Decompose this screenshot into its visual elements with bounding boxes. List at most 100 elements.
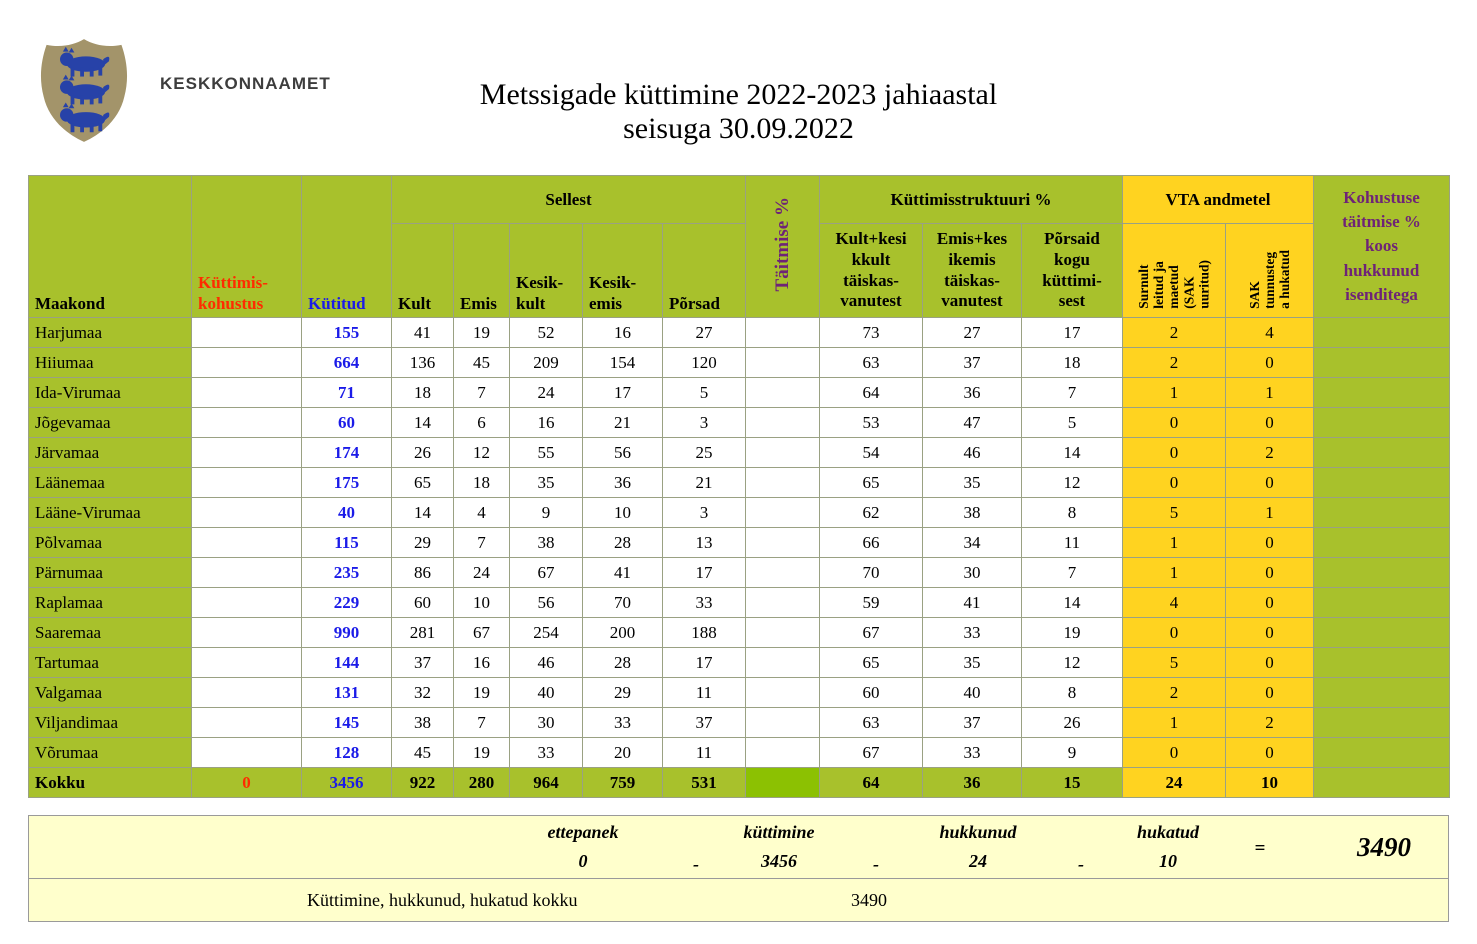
cell-kohustus (191, 677, 302, 708)
cell-kohustuse (1313, 347, 1450, 378)
cell-sak: 0 (1225, 587, 1314, 618)
cell-emis: 7 (453, 377, 510, 408)
cell-kult-pct: 73 (819, 317, 923, 348)
kuttimine-value: 3456 (760, 851, 797, 871)
cell-kohustus: 0 (191, 767, 302, 798)
cell-sak: 2 (1225, 707, 1314, 738)
summary-kuttimine: küttimine 3456 (743, 816, 814, 870)
cell-kesikemis: 17 (582, 377, 663, 408)
cell-taitmise (745, 377, 820, 408)
cell-sak: 4 (1225, 317, 1314, 348)
header-kutitud: Kütitud (301, 175, 392, 318)
cell-emis-pct: 34 (922, 527, 1022, 558)
cell-taitmise (745, 707, 820, 738)
title-line2: seisuga 30.09.2022 (623, 111, 854, 145)
cell-emis-pct: 37 (922, 347, 1022, 378)
table-body: Harjumaa 155 41 19 52 16 27 73 27 17 2 4 Hiiumaa 664 1… (28, 317, 1450, 798)
cell-surnult: 5 (1122, 647, 1226, 678)
table-row: Valgamaa 131 32 19 40 29 11 60 40 8 2 0 (28, 677, 1450, 708)
cell-porsad: 37 (662, 707, 746, 738)
cell-sak: 1 (1225, 497, 1314, 528)
hukatud-value: 10 (1158, 851, 1177, 871)
cell-kesikemis: 200 (582, 617, 663, 648)
table-row: Lääne-Virumaa 40 14 4 9 10 3 62 38 8 5 1 (28, 497, 1450, 528)
cell-porsad: 13 (662, 527, 746, 558)
cell-porsaid-pct: 17 (1021, 317, 1123, 348)
cell-emis: 24 (453, 557, 510, 588)
table-row: Harjumaa 155 41 19 52 16 27 73 27 17 2 4 (28, 317, 1450, 348)
cell-taitmise (745, 647, 820, 678)
cell-kult-pct: 67 (819, 617, 923, 648)
cell-kohustuse (1313, 767, 1450, 798)
header-kuttimiskohustus: Küttimis- kohustus (191, 175, 302, 318)
cell-kesikkult: 16 (509, 407, 583, 438)
cell-kohustus (191, 527, 302, 558)
cell-porsad: 531 (662, 767, 746, 798)
cell-kesikkult: 56 (509, 587, 583, 618)
cell-kohustus (191, 497, 302, 528)
cell-name: Tartumaa (28, 647, 192, 678)
cell-sak: 0 (1225, 407, 1314, 438)
page-header: KESKKONNAAMET Metssigade küttimine 2022-… (0, 0, 1477, 172)
cell-porsad: 11 (662, 737, 746, 768)
cell-kohustus (191, 737, 302, 768)
cell-name: Viljandimaa (28, 707, 192, 738)
cell-kult: 29 (391, 527, 454, 558)
table-total-row: Kokku 0 3456 922 280 964 759 531 64 36 15 24 10 (28, 767, 1450, 798)
cell-emis: 6 (453, 407, 510, 438)
cell-sak: 0 (1225, 647, 1314, 678)
cell-kohustuse (1313, 497, 1450, 528)
cell-name: Ida-Virumaa (28, 377, 192, 408)
cell-porsad: 33 (662, 587, 746, 618)
cell-porsad: 188 (662, 617, 746, 648)
cell-kult-pct: 54 (819, 437, 923, 468)
cell-porsaid-pct: 26 (1021, 707, 1123, 738)
cell-name: Jõgevamaa (28, 407, 192, 438)
cell-kesikemis: 16 (582, 317, 663, 348)
cell-kohustuse (1313, 707, 1450, 738)
header-sak-hukatud-label: SAK tunnusteg a hukatud (1246, 250, 1293, 309)
cell-emis: 10 (453, 587, 510, 618)
cell-porsaid-pct: 12 (1021, 647, 1123, 678)
cell-kult: 136 (391, 347, 454, 378)
title-line1: Metssigade küttimine 2022-2023 jahiaasta… (479, 78, 998, 111)
cell-kesikemis: 759 (582, 767, 663, 798)
cell-emis-pct: 41 (922, 587, 1022, 618)
cell-name: Järvamaa (28, 437, 192, 468)
cell-kohustus (191, 587, 302, 618)
table-row: Viljandimaa 145 38 7 30 33 37 63 37 26 1 2 (28, 707, 1450, 738)
cell-emis: 67 (453, 617, 510, 648)
cell-kesikemis: 41 (582, 557, 663, 588)
cell-emis-pct: 27 (922, 317, 1022, 348)
equals-sign: = (1254, 838, 1266, 859)
cell-emis-pct: 47 (922, 407, 1022, 438)
header-emis-pct: Emis+kes ikemis täiskas- vanutest (922, 223, 1022, 318)
table-row: Läänemaa 175 65 18 35 36 21 65 35 12 0 0 (28, 467, 1450, 498)
cell-emis: 19 (453, 677, 510, 708)
cell-kohustuse (1313, 467, 1450, 498)
header-kult-pct: Kult+kesi kkult täiskas- vanutest (819, 223, 923, 318)
cell-kult: 65 (391, 467, 454, 498)
cell-kesikkult: 40 (509, 677, 583, 708)
cell-kesikkult: 24 (509, 377, 583, 408)
cell-sak: 0 (1225, 557, 1314, 588)
cell-kohustus (191, 317, 302, 348)
cell-porsad: 120 (662, 347, 746, 378)
cell-emis-pct: 35 (922, 467, 1022, 498)
estonia-coat-of-arms-icon (40, 39, 128, 142)
cell-kult-pct: 70 (819, 557, 923, 588)
cell-kult: 18 (391, 377, 454, 408)
cell-kutitud: 128 (301, 737, 392, 768)
table-header: Maakond Küttimis- kohustus Kütitud Selle… (28, 175, 1450, 318)
cell-kult: 281 (391, 617, 454, 648)
header-porsaid-pct: Põrsaid kogu küttimi- sest (1021, 223, 1123, 318)
cell-porsaid-pct: 11 (1021, 527, 1123, 558)
cell-name: Valgamaa (28, 677, 192, 708)
cell-kesikkult: 254 (509, 617, 583, 648)
cell-kutitud: 115 (301, 527, 392, 558)
cell-porsad: 25 (662, 437, 746, 468)
cell-kesikemis: 36 (582, 467, 663, 498)
cell-kutitud: 145 (301, 707, 392, 738)
cell-name: Lääne-Virumaa (28, 497, 192, 528)
minus-sign: - (1078, 854, 1084, 874)
